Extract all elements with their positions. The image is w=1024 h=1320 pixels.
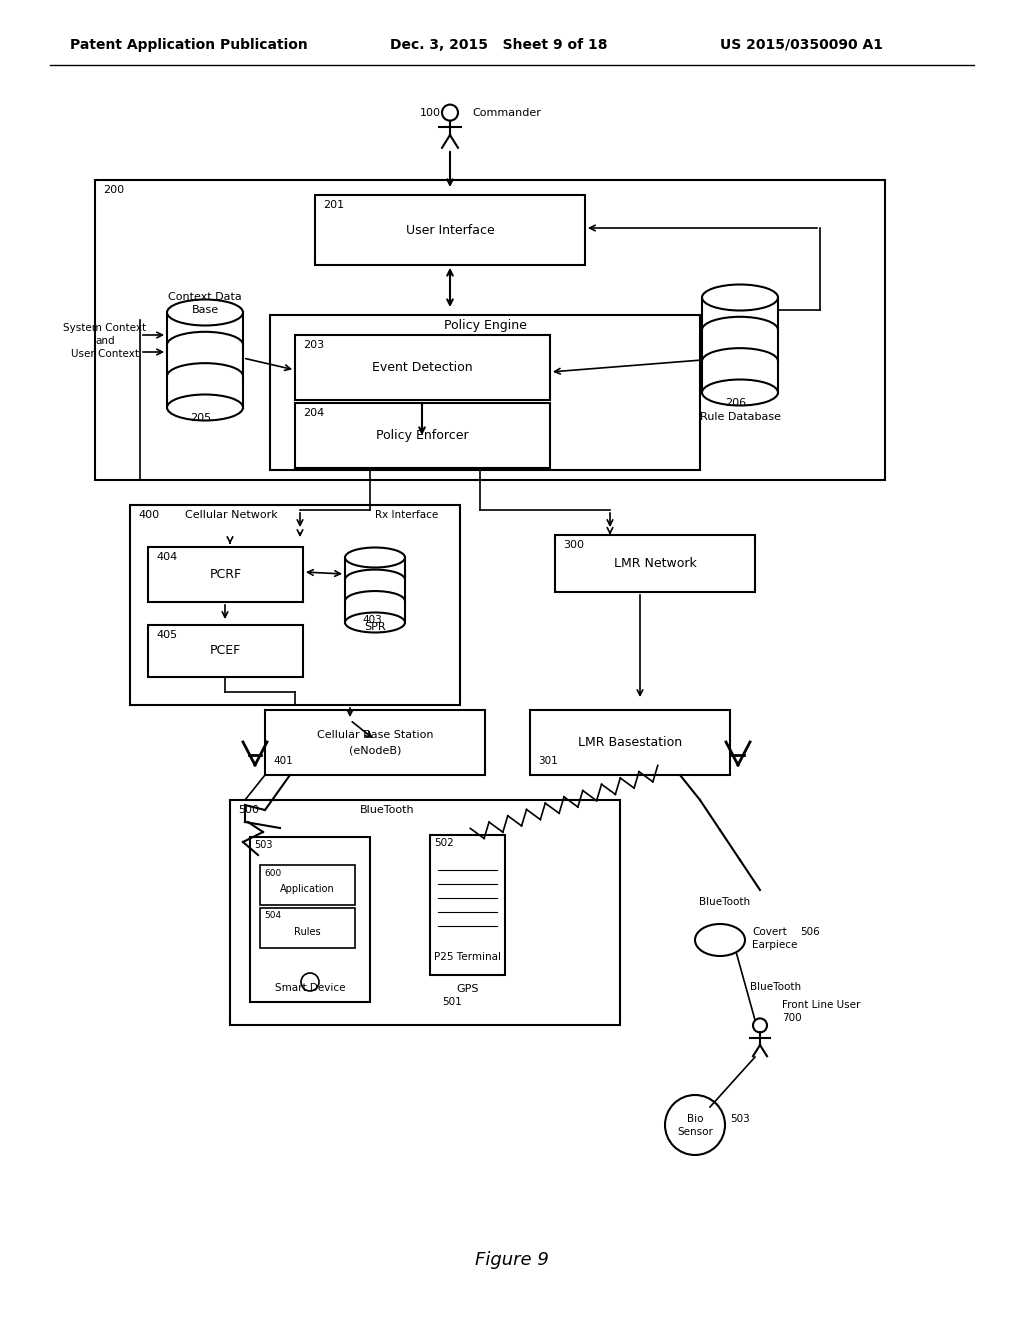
Text: (eNodeB): (eNodeB) [349, 746, 401, 755]
Text: 206: 206 [725, 399, 746, 408]
Bar [345, 557, 406, 623]
Text: 301: 301 [538, 756, 558, 766]
Bar [295, 335, 550, 400]
Text: 100: 100 [420, 108, 441, 117]
Text: and: and [95, 337, 115, 346]
Text: GPS: GPS [457, 983, 479, 994]
Bar [702, 297, 778, 392]
Text: 203: 203 [303, 341, 325, 350]
Text: Earpiece: Earpiece [752, 940, 798, 950]
Bar [530, 710, 730, 775]
Text: Rule Database: Rule Database [699, 412, 780, 422]
Text: P25 Terminal: P25 Terminal [434, 952, 501, 962]
Text: 200: 200 [103, 185, 124, 195]
Text: BlueTooth: BlueTooth [750, 982, 801, 993]
Bar [260, 865, 355, 906]
Bar [250, 837, 370, 1002]
Text: Figure 9: Figure 9 [475, 1251, 549, 1269]
Text: Base: Base [191, 305, 218, 315]
Text: 201: 201 [323, 201, 344, 210]
Text: PCEF: PCEF [210, 644, 241, 657]
Text: 204: 204 [303, 408, 325, 418]
Bar [167, 313, 243, 408]
Ellipse shape [167, 395, 243, 421]
Text: BlueTooth: BlueTooth [360, 805, 415, 814]
Bar [130, 506, 460, 705]
Text: 403: 403 [362, 615, 382, 624]
Text: 500: 500 [238, 805, 259, 814]
Text: User Interface: User Interface [406, 223, 495, 236]
Text: 504: 504 [264, 912, 282, 920]
Text: 404: 404 [156, 552, 177, 562]
Ellipse shape [702, 285, 778, 310]
Text: User Context: User Context [71, 348, 139, 359]
Text: 502: 502 [434, 838, 454, 847]
Text: Patent Application Publication: Patent Application Publication [70, 38, 308, 51]
Text: LMR Network: LMR Network [613, 557, 696, 570]
Bar [95, 180, 885, 480]
Text: Dec. 3, 2015   Sheet 9 of 18: Dec. 3, 2015 Sheet 9 of 18 [390, 38, 607, 51]
Text: 400: 400 [138, 510, 159, 520]
Bar [260, 908, 355, 948]
Bar [555, 535, 755, 591]
Text: 405: 405 [156, 630, 177, 640]
Text: US 2015/0350090 A1: US 2015/0350090 A1 [720, 38, 883, 51]
Bar [148, 546, 303, 602]
Ellipse shape [345, 612, 406, 632]
Bar [265, 710, 485, 775]
Ellipse shape [695, 924, 745, 956]
Text: Cellular Network: Cellular Network [185, 510, 278, 520]
Text: PCRF: PCRF [210, 568, 242, 581]
Ellipse shape [345, 548, 406, 568]
Text: Commander: Commander [472, 108, 541, 117]
Text: SPR: SPR [365, 622, 386, 632]
Text: 401: 401 [273, 756, 293, 766]
Bar [230, 800, 620, 1026]
Bar [295, 403, 550, 469]
Text: System Context: System Context [63, 323, 146, 333]
Text: Context Data: Context Data [168, 292, 242, 302]
Text: Rx Interface: Rx Interface [375, 510, 438, 520]
Text: Front Line User: Front Line User [782, 1001, 860, 1010]
Text: Smart Device: Smart Device [274, 983, 345, 993]
Text: Rules: Rules [294, 927, 321, 937]
Text: Policy Engine: Policy Engine [443, 318, 526, 331]
Text: 501: 501 [442, 997, 462, 1007]
Ellipse shape [702, 380, 778, 405]
Bar [430, 836, 505, 975]
Bar [148, 624, 303, 677]
Text: BlueTooth: BlueTooth [699, 898, 751, 907]
Text: Covert: Covert [752, 927, 786, 937]
Bar [315, 195, 585, 265]
Bar [270, 315, 700, 470]
Text: 506: 506 [800, 927, 820, 937]
Text: 503: 503 [254, 840, 272, 850]
Text: 600: 600 [264, 869, 282, 878]
Text: Application: Application [281, 884, 335, 894]
Text: 700: 700 [782, 1012, 802, 1023]
Text: 503: 503 [730, 1114, 750, 1125]
Text: Policy Enforcer: Policy Enforcer [376, 429, 469, 442]
Text: 205: 205 [190, 413, 211, 422]
Text: Cellular Base Station: Cellular Base Station [316, 730, 433, 739]
Text: Sensor: Sensor [677, 1127, 713, 1137]
Text: Bio: Bio [687, 1114, 703, 1125]
Text: 300: 300 [563, 540, 584, 550]
Ellipse shape [167, 300, 243, 326]
Text: Event Detection: Event Detection [372, 360, 473, 374]
Text: LMR Basestation: LMR Basestation [578, 737, 682, 748]
